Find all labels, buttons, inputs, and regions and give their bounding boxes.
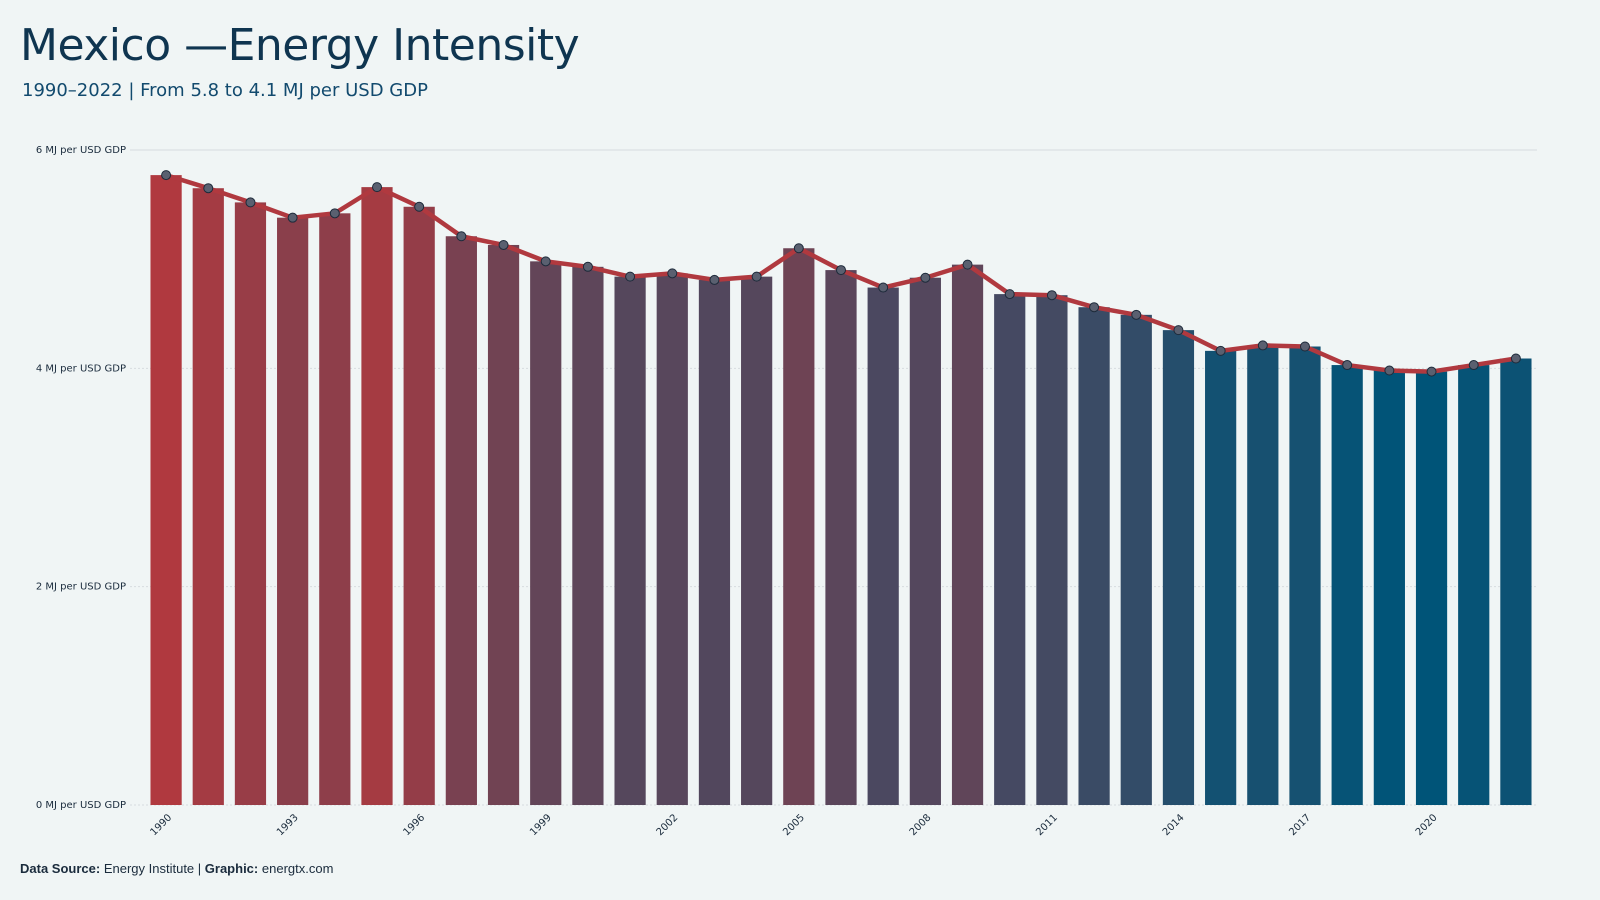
bar-2008 (909, 277, 941, 806)
marker-1996 (414, 201, 425, 212)
bar-2010 (994, 294, 1026, 805)
bar-2016 (1247, 345, 1279, 805)
bar-2007 (867, 287, 899, 805)
bars (150, 175, 1532, 806)
marker-1991 (203, 183, 214, 194)
bar-2011 (1036, 295, 1068, 805)
bar-2020 (1415, 371, 1448, 805)
bar-2018 (1331, 365, 1363, 805)
marker-2003 (709, 274, 720, 285)
marker-2022 (1510, 353, 1521, 364)
markers (161, 170, 1521, 377)
marker-2001 (625, 271, 636, 282)
x-tick-label: 2011 (1034, 812, 1060, 838)
graphic-label: Graphic: (204, 861, 259, 876)
bar-1992 (234, 202, 267, 805)
bar-1990 (150, 175, 182, 805)
marker-2015 (1215, 345, 1226, 356)
x-tick-label: 1996 (402, 812, 428, 838)
bar-2003 (698, 279, 731, 805)
marker-2017 (1300, 341, 1310, 352)
x-tick-label: 2014 (1161, 812, 1187, 838)
bar-1998 (487, 244, 520, 806)
marker-1992 (245, 197, 256, 208)
marker-2000 (582, 261, 593, 272)
y-tick-label: 4 MJ per USD GDP (36, 363, 126, 374)
marker-2004 (751, 271, 762, 282)
y-tick-label: 0 MJ per USD GDP (36, 800, 126, 811)
marker-1999 (540, 256, 551, 267)
marker-2011 (1046, 290, 1057, 301)
graphic-value: energtx.com (261, 861, 334, 876)
marker-1994 (329, 208, 340, 219)
y-tick-label: 2 MJ per USD GDP (36, 582, 126, 593)
x-tick-label: 2002 (655, 812, 681, 838)
bar-1991 (192, 188, 224, 806)
bar-1996 (403, 206, 435, 805)
footer-credits: Data Source: Energy Institute | Graphic:… (20, 861, 333, 876)
marker-1998 (498, 239, 509, 250)
bar-2019 (1373, 370, 1405, 805)
marker-2012 (1089, 302, 1100, 313)
x-tick-label: 1993 (275, 812, 301, 838)
chart-subtitle: 1990–2022 | From 5.8 to 4.1 MJ per USD G… (22, 80, 428, 101)
bar-1999 (530, 261, 562, 806)
bar-2006 (825, 270, 857, 805)
bar-2009 (951, 264, 984, 805)
x-tick-label: 2008 (908, 812, 934, 838)
marker-2009 (962, 259, 973, 270)
bar-2005 (783, 248, 815, 805)
marker-1995 (372, 182, 382, 193)
y-axis-ticks: 0 MJ per USD GDP 2 MJ per USD GDP 4 MJ per… (36, 145, 126, 811)
marker-2014 (1173, 325, 1184, 336)
y-tick-label: 6 MJ per USD GDP (36, 145, 126, 156)
x-tick-label: 2005 (781, 812, 807, 838)
bar-2021 (1458, 365, 1490, 805)
marker-2007 (878, 282, 889, 293)
x-tick-label: 2020 (1414, 812, 1440, 838)
marker-2021 (1468, 360, 1479, 371)
bar-2000 (572, 266, 604, 805)
bar-2022 (1500, 358, 1532, 805)
marker-1993 (287, 212, 298, 223)
bar-1994 (319, 213, 351, 806)
x-axis-ticks: 1990 1993 1996 1999 2002 2005 2008 2011 2014 2017… (148, 812, 1439, 838)
x-tick-label: 2017 (1287, 812, 1313, 838)
source-label: Data Source: (20, 861, 101, 876)
bar-2017 (1289, 346, 1321, 805)
bar-2004 (741, 276, 773, 806)
marker-2013 (1131, 309, 1142, 320)
marker-2020 (1426, 366, 1437, 377)
marker-2008 (920, 272, 931, 283)
marker-2018 (1342, 360, 1353, 371)
chart-title: Mexico —Energy Intensity (20, 20, 580, 71)
bar-2013 (1120, 314, 1152, 805)
marker-2005 (793, 243, 804, 254)
bar-2014 (1162, 330, 1195, 805)
marker-2010 (1004, 289, 1015, 300)
source-value: Energy Institute | (103, 861, 202, 876)
bar-2001 (614, 276, 646, 806)
bar-1995 (361, 187, 393, 805)
bar-1993 (277, 217, 309, 805)
marker-2019 (1384, 365, 1395, 376)
marker-1997 (456, 231, 467, 242)
marker-1990 (161, 170, 172, 181)
bar-2002 (656, 273, 688, 805)
bar-2012 (1078, 307, 1110, 805)
marker-2006 (836, 265, 846, 276)
marker-2016 (1257, 340, 1268, 351)
marker-2002 (667, 268, 678, 279)
bar-2015 (1205, 350, 1237, 805)
x-tick-label: 1999 (528, 812, 554, 838)
x-tick-label: 1990 (148, 812, 174, 838)
bar-1997 (445, 236, 477, 805)
